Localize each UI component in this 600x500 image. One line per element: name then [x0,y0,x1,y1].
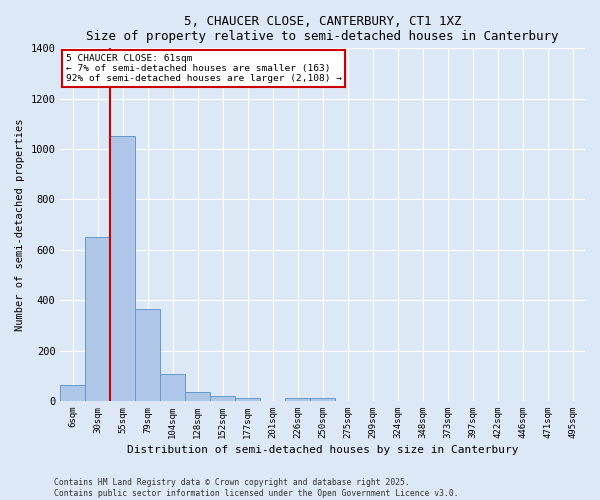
Bar [185,392,210,401]
Bar [235,398,260,401]
Bar [85,237,110,401]
Bar [160,374,185,401]
Y-axis label: Number of semi-detached properties: Number of semi-detached properties [15,118,25,331]
Bar [61,384,85,401]
Bar [285,398,310,401]
Bar [210,396,235,401]
Text: Contains HM Land Registry data © Crown copyright and database right 2025.
Contai: Contains HM Land Registry data © Crown c… [54,478,458,498]
Bar [110,136,136,401]
X-axis label: Distribution of semi-detached houses by size in Canterbury: Distribution of semi-detached houses by … [127,445,518,455]
Text: 5 CHAUCER CLOSE: 61sqm
← 7% of semi-detached houses are smaller (163)
92% of sem: 5 CHAUCER CLOSE: 61sqm ← 7% of semi-deta… [65,54,341,84]
Bar [136,309,160,401]
Bar [310,398,335,401]
Title: 5, CHAUCER CLOSE, CANTERBURY, CT1 1XZ
Size of property relative to semi-detached: 5, CHAUCER CLOSE, CANTERBURY, CT1 1XZ Si… [86,15,559,43]
